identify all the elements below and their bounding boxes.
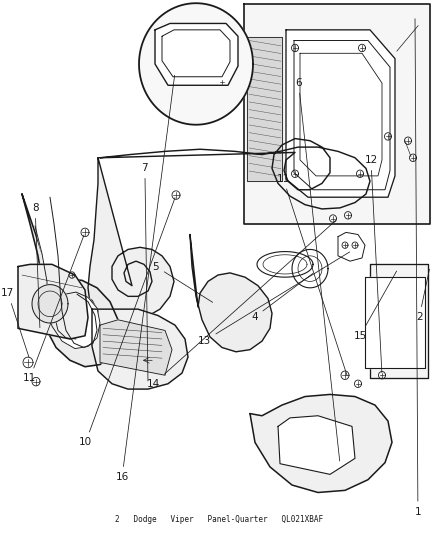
Text: 14: 14 xyxy=(147,220,335,389)
Polygon shape xyxy=(92,309,187,389)
Text: 2   Dodge   Viper   Panel-Quarter   QL021XBAF: 2 Dodge Viper Panel-Quarter QL021XBAF xyxy=(115,515,323,524)
Text: 16: 16 xyxy=(115,75,174,482)
Polygon shape xyxy=(364,277,424,368)
Polygon shape xyxy=(155,23,237,85)
Text: 4: 4 xyxy=(251,273,312,322)
Text: 11: 11 xyxy=(276,174,346,376)
Text: 11: 11 xyxy=(23,235,84,383)
Text: 7: 7 xyxy=(141,163,148,381)
Text: 6: 6 xyxy=(294,78,339,461)
Polygon shape xyxy=(88,158,173,322)
Text: 2: 2 xyxy=(415,269,428,322)
Polygon shape xyxy=(244,4,429,224)
Text: 15: 15 xyxy=(353,271,396,341)
Text: 12: 12 xyxy=(364,155,381,373)
Polygon shape xyxy=(35,226,100,349)
Polygon shape xyxy=(369,264,427,378)
Text: 5: 5 xyxy=(152,262,212,302)
Polygon shape xyxy=(249,394,391,492)
Polygon shape xyxy=(190,235,272,352)
Polygon shape xyxy=(337,232,364,261)
Polygon shape xyxy=(247,37,281,181)
Text: 17: 17 xyxy=(1,288,29,358)
Polygon shape xyxy=(32,285,68,323)
Text: 8: 8 xyxy=(32,203,40,328)
Polygon shape xyxy=(100,320,172,375)
Polygon shape xyxy=(139,3,252,125)
Text: 13: 13 xyxy=(197,252,349,346)
Polygon shape xyxy=(22,194,119,367)
Polygon shape xyxy=(277,416,354,474)
Polygon shape xyxy=(285,30,394,197)
Polygon shape xyxy=(18,264,88,339)
Text: 1: 1 xyxy=(413,19,420,516)
Text: 10: 10 xyxy=(79,198,175,447)
